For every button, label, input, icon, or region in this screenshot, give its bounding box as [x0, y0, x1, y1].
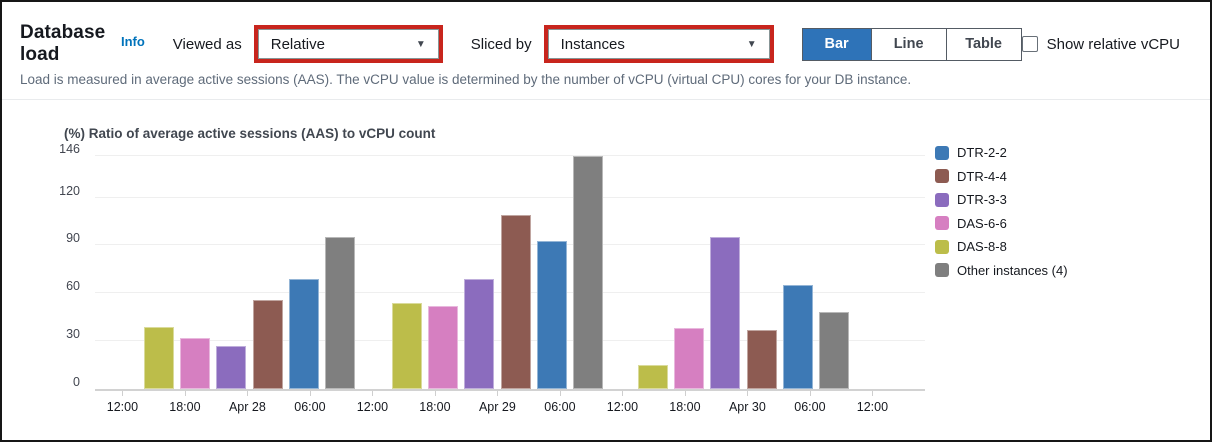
x-tick-label: 18:00 — [169, 400, 201, 414]
y-tick-label: 30 — [66, 327, 80, 342]
sliced-by-dropdown[interactable]: Instances ▼ — [547, 29, 770, 59]
bar-Other instances (4)-Apr-28 — [325, 237, 355, 389]
x-tick-label: 12:00 — [856, 400, 889, 414]
x-tick-label: 06:00 — [294, 400, 326, 414]
bar-DAS-6-6-Apr-30 — [674, 328, 705, 389]
gridline-120 — [95, 196, 925, 198]
chevron-down-icon: ▼ — [415, 38, 426, 50]
bar-DTR-2-2-Apr-30 — [782, 285, 813, 389]
sliced-by-value: Instances — [560, 35, 625, 53]
bar-DAS-6-6-Apr-29 — [428, 306, 459, 389]
x-tick — [247, 391, 249, 396]
viewed-as-value: Relative — [270, 35, 325, 53]
x-tick-label: Apr 29 — [478, 400, 516, 414]
legend-item-DTR-4-4[interactable]: DTR-4-4 — [935, 169, 1068, 184]
bar-DAS-6-6-Apr-28 — [180, 337, 211, 389]
load-description: Load is measured in average active sessi… — [20, 72, 912, 87]
bar-DAS-8-8-Apr-29 — [392, 302, 422, 389]
x-tick-label: 12:00 — [606, 400, 639, 414]
x-tick-label: 18:00 — [669, 400, 701, 414]
x-tick — [372, 391, 374, 396]
legend-label: DAS-8-8 — [957, 239, 1007, 254]
x-tick — [559, 391, 561, 396]
viewed-as-label: Viewed as — [172, 35, 242, 53]
x-tick — [809, 391, 811, 396]
bar-DAS-8-8-Apr-28 — [144, 326, 174, 389]
y-tick-label: 90 — [66, 231, 80, 246]
x-tick-label: 12:00 — [356, 400, 389, 414]
legend-label: DTR-2-2 — [957, 145, 1007, 160]
legend-item-DAS-8-8[interactable]: DAS-8-8 — [935, 239, 1068, 254]
header-divider — [2, 99, 1210, 100]
show-relative-vcpu-label: Show relative vCPU — [1046, 35, 1180, 53]
legend-item-DTR-3-3[interactable]: DTR-3-3 — [935, 192, 1068, 207]
bar-DTR-4-4-Apr-29 — [500, 215, 531, 389]
chart-title: (%) Ratio of average active sessions (AA… — [64, 126, 436, 141]
x-tick-label: Apr 28 — [228, 400, 266, 414]
bar-view-button[interactable]: Bar — [802, 28, 871, 60]
bar-DTR-3-3-Apr-29 — [464, 278, 495, 389]
x-tick — [747, 391, 749, 396]
legend-swatch — [935, 216, 949, 230]
x-tick — [434, 391, 436, 396]
legend-swatch — [935, 145, 949, 160]
bar-DTR-4-4-Apr-28 — [252, 299, 283, 389]
y-tick-label: 120 — [59, 183, 80, 198]
chart-legend: DTR-2-2 DTR-4-4 DTR-3-3 DAS-6-6 DAS-8-8 Other… — [935, 145, 1068, 286]
gridline-146 — [95, 155, 925, 156]
line-view-button[interactable]: Line — [870, 28, 946, 60]
legend-item-Other instances (4)[interactable]: Other instances (4) — [935, 263, 1068, 278]
annotation-box-viewed-as: Relative ▼ — [253, 25, 443, 63]
legend-swatch — [935, 169, 949, 183]
x-tick-label: 06:00 — [794, 400, 826, 414]
bar-DAS-8-8-Apr-30 — [638, 365, 668, 389]
table-view-button[interactable]: Table — [945, 28, 1021, 60]
show-relative-vcpu: Show relative vCPU — [1021, 35, 1180, 53]
legend-swatch — [935, 192, 949, 207]
bar-DTR-3-3-Apr-30 — [710, 237, 741, 389]
bar-Other instances (4)-Apr-30 — [819, 312, 849, 389]
annotation-box-sliced-by: Instances ▼ — [543, 25, 774, 63]
x-tick — [497, 391, 499, 396]
x-tick — [184, 391, 186, 396]
database-load-chart: 0 30 60 90 120 146 12:00 18:00 Apr 28 06:00 12:00… — [59, 142, 1210, 417]
chevron-down-icon: ▼ — [746, 38, 757, 50]
page-title: Database load — [20, 22, 106, 65]
x-tick — [622, 391, 624, 396]
x-axis-labels: 12:00 18:00 Apr 28 06:00 12:00 18:00 Apr 29 06:… — [95, 391, 925, 417]
bar-DTR-3-3-Apr-28 — [216, 345, 247, 389]
x-tick — [122, 391, 124, 396]
x-tick — [872, 391, 874, 396]
bar-Other instances (4)-Apr-29 — [573, 156, 603, 389]
legend-swatch — [935, 239, 949, 254]
legend-label: DTR-4-4 — [957, 168, 1007, 184]
x-tick-label: 06:00 — [544, 400, 576, 414]
bar-chart-plot-area: 0 30 60 90 120 146 — [59, 142, 925, 396]
legend-label: DTR-3-3 — [957, 192, 1007, 207]
x-tick-label: 18:00 — [419, 400, 451, 414]
panel-header: Database load Info Viewed as Relative ▼ … — [2, 2, 1210, 87]
y-tick-label: 60 — [66, 279, 80, 294]
chart-type-toggle: Bar Line Table — [801, 27, 1022, 61]
bar-DTR-4-4-Apr-30 — [746, 329, 777, 389]
legend-item-DAS-6-6[interactable]: DAS-6-6 — [935, 216, 1068, 231]
x-tick-label: 12:00 — [106, 400, 139, 414]
bar-DTR-2-2-Apr-28 — [288, 278, 319, 389]
sliced-by-label: Sliced by — [470, 35, 532, 53]
info-link[interactable]: Info — [120, 33, 145, 49]
x-tick — [309, 391, 311, 396]
x-tick — [684, 391, 686, 396]
y-tick-label: 146 — [59, 142, 80, 156]
legend-label: DAS-6-6 — [957, 215, 1007, 231]
legend-swatch — [935, 263, 949, 277]
show-relative-vcpu-checkbox[interactable] — [1021, 36, 1038, 52]
bar-DTR-2-2-Apr-29 — [536, 240, 567, 389]
legend-item-DTR-2-2[interactable]: DTR-2-2 — [935, 145, 1068, 160]
y-tick-label: 0 — [73, 375, 80, 389]
viewed-as-dropdown[interactable]: Relative ▼ — [257, 29, 439, 59]
x-tick-label: Apr 30 — [728, 400, 766, 414]
legend-label: Other instances (4) — [957, 262, 1068, 278]
